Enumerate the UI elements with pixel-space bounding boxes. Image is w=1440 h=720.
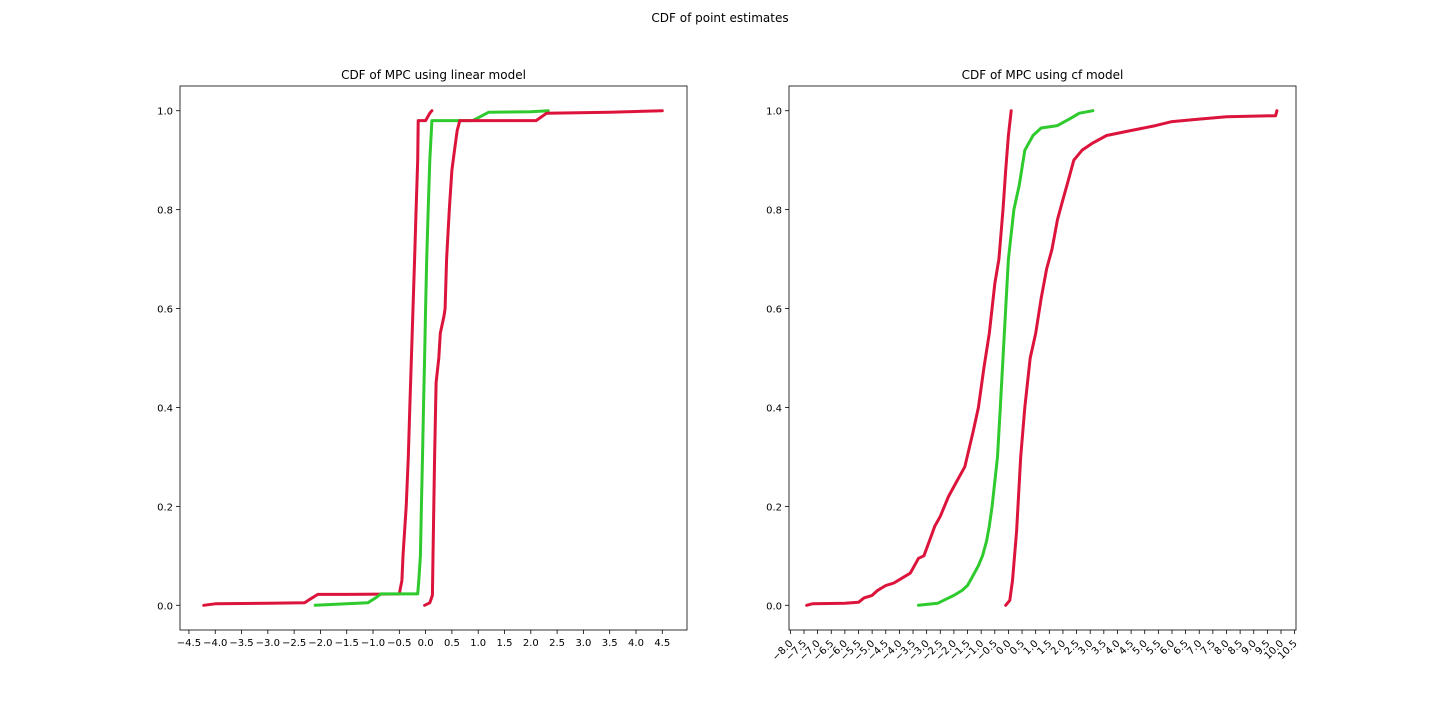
x-tick-label: 4.5 [654, 638, 670, 649]
x-tick-label: −2.0 [308, 638, 332, 649]
axes-frame [179, 85, 688, 631]
y-tick-label: 0.2 [766, 502, 782, 513]
series-line-red-2 [423, 109, 664, 607]
x-tick-label: −1.5 [335, 638, 359, 649]
y-tick-label: 0.6 [157, 305, 173, 316]
left-plot: CDF of MPC using linear model 0.0 0.2 0.4 0.… [157, 68, 688, 649]
y-tick-label: 0.6 [766, 305, 782, 316]
x-tick-label: 1.5 [497, 638, 513, 649]
plot-title: CDF of MPC using linear model [341, 68, 526, 82]
y-tick-label: 0.0 [157, 601, 173, 612]
x-tick-label: −4.0 [203, 638, 227, 649]
y-tick-label: 0.2 [157, 502, 173, 513]
x-tick-label: 3.5 [602, 638, 618, 649]
x-tick-label: −3.5 [229, 638, 253, 649]
x-tick-label: 0.5 [444, 638, 460, 649]
right-plot: CDF of MPC using cf model 0.0 0.2 0.4 0.6 0.8… [766, 68, 1300, 663]
y-tick-label: 0.8 [157, 206, 173, 217]
y-tick-label: 1.0 [157, 107, 173, 118]
y-tick-label: 0.8 [766, 206, 782, 217]
x-tick-label: −4.5 [177, 638, 201, 649]
x-tick-label: 1.0 [470, 638, 486, 649]
y-tick-label: 0.4 [157, 403, 173, 414]
figure-title: CDF of point estimates [651, 11, 789, 25]
x-tick-label: −2.5 [282, 638, 306, 649]
x-tick-label: 4.0 [628, 638, 644, 649]
y-tick-label: 1.0 [766, 107, 782, 118]
x-tick-label: −3.0 [256, 638, 280, 649]
x-tick-label: 2.0 [523, 638, 539, 649]
series-line-green-1 [917, 109, 1095, 607]
y-tick-label: 0.0 [766, 601, 782, 612]
x-tick-label: −1.0 [361, 638, 385, 649]
series-line-red-2 [1004, 109, 1279, 607]
y-tick-label: 0.4 [766, 403, 782, 414]
x-tick-label: −0.5 [387, 638, 411, 649]
x-tick-label: 3.0 [575, 638, 591, 649]
series-line-green-1 [313, 109, 550, 607]
series-line-red-0 [805, 109, 1013, 607]
axes-frame [788, 85, 1297, 631]
series-line-red-0 [202, 109, 434, 607]
plot-title: CDF of MPC using cf model [962, 68, 1124, 82]
x-tick-label: 2.5 [549, 638, 565, 649]
x-tick-label: 0.0 [418, 638, 434, 649]
